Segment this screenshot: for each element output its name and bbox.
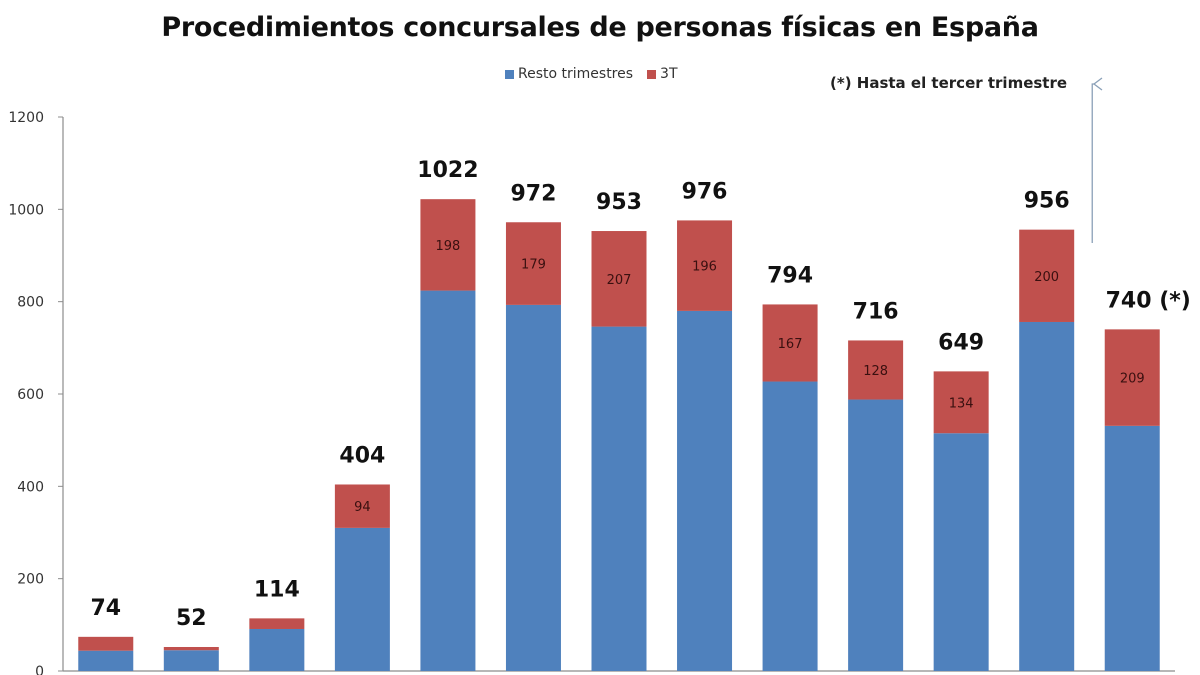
bar-3t [762, 304, 818, 382]
segment-label-3t: 200 [1034, 270, 1059, 285]
total-label: 74 [90, 596, 121, 621]
legend-swatch-3t [647, 69, 657, 79]
segment-label-3t: 196 [692, 260, 717, 275]
total-label: 404 [339, 443, 385, 468]
legend-item-3t: 3T [647, 66, 678, 82]
bar-resto-trimestres [420, 290, 476, 671]
segment-label-3t: 207 [607, 273, 632, 288]
annotation-arrow-line [1091, 83, 1094, 243]
total-label: 716 [853, 299, 899, 324]
segment-label-3t: 209 [1120, 372, 1145, 387]
bar-3t [933, 371, 989, 434]
legend-label-3t: 3T [660, 66, 678, 82]
total-label: 649 [938, 330, 984, 355]
total-label: 794 [767, 263, 813, 288]
bar-resto-trimestres [933, 433, 989, 671]
total-label: 1022 [417, 158, 478, 183]
bar-3t [591, 231, 647, 327]
bar-resto-trimestres [249, 628, 305, 671]
bar-resto-trimestres [505, 304, 561, 671]
y-tick-label: 800 [17, 295, 44, 311]
bar-3t [420, 199, 476, 291]
bar-3t [334, 484, 390, 528]
bar-3t [505, 222, 561, 305]
segment-label-3t: 128 [863, 364, 888, 379]
total-label: 953 [596, 190, 642, 215]
bar-3t [1104, 329, 1160, 426]
total-label: 114 [254, 577, 300, 602]
bar-resto-trimestres [677, 310, 733, 671]
chart-title: Procedimientos concursales de personas f… [161, 12, 1039, 43]
total-label: 972 [510, 181, 556, 206]
bar-resto-trimestres [163, 650, 219, 671]
bar-3t [677, 220, 733, 311]
bar-resto-trimestres [1019, 321, 1075, 671]
bar-3t [249, 618, 305, 629]
y-tick-label: 1000 [8, 202, 44, 218]
total-label: 976 [682, 179, 728, 204]
y-tick-label: 400 [17, 479, 44, 495]
legend-label-resto: Resto trimestres [518, 66, 634, 82]
segment-label-3t: 94 [354, 500, 371, 515]
bar-3t [848, 340, 904, 400]
y-tick-label: 0 [35, 664, 44, 675]
bar-resto-trimestres [762, 381, 818, 671]
y-tick-label: 1200 [8, 110, 44, 126]
legend: Resto trimestres 3T [505, 66, 692, 82]
segment-label-3t: 134 [949, 396, 974, 411]
bar-resto-trimestres [848, 399, 904, 671]
bar-resto-trimestres [78, 650, 134, 671]
bar-resto-trimestres [591, 326, 647, 671]
total-label: 956 [1024, 189, 1070, 214]
legend-item-resto: Resto trimestres [505, 66, 633, 82]
annotation-arrow-head [1092, 77, 1103, 91]
bar-resto-trimestres [334, 527, 390, 671]
y-tick-label: 600 [17, 387, 44, 403]
footnote-annotation: (*) Hasta el tercer trimestre [830, 74, 1068, 92]
segment-label-3t: 179 [521, 258, 546, 273]
bar-3t [1019, 229, 1075, 322]
bar-3t [78, 636, 134, 651]
bar-resto-trimestres [1104, 425, 1160, 671]
bar-3t [163, 646, 219, 651]
segment-label-3t: 198 [436, 239, 461, 254]
total-label: 52 [176, 606, 207, 631]
segment-label-3t: 167 [778, 337, 803, 352]
total-label: 740 (*) [1106, 288, 1191, 313]
legend-swatch-resto [505, 69, 514, 79]
y-tick-label: 200 [17, 572, 44, 588]
